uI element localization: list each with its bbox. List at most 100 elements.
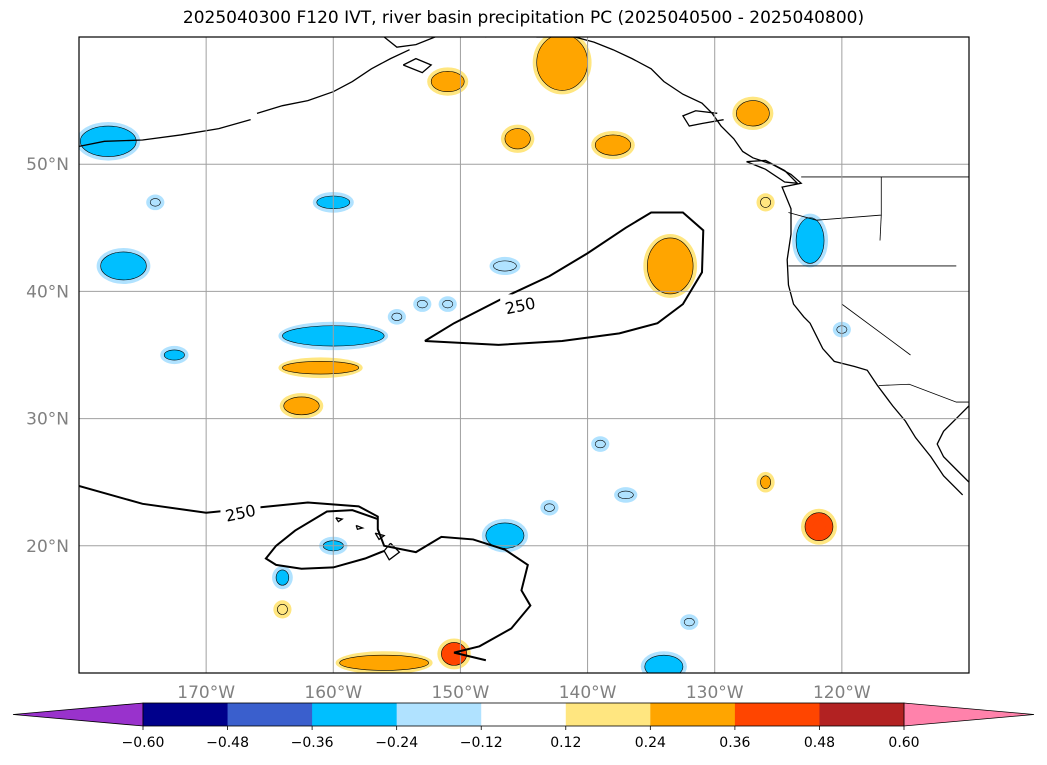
ivt-contour-line-1 xyxy=(79,485,532,662)
precip-patch-core xyxy=(416,300,428,309)
coastline-7 xyxy=(746,159,800,185)
gridline-layer xyxy=(79,37,969,673)
precip-patch-9 xyxy=(272,565,293,590)
colorbar-swatch-4 xyxy=(481,703,567,726)
state-border-1 xyxy=(788,176,882,221)
y-tick-label: 40°N xyxy=(26,282,69,302)
ivt-contour-label-bg xyxy=(500,294,541,315)
precip-patch-core xyxy=(391,312,403,321)
precip-patch-20 xyxy=(732,96,774,131)
colorbar-swatch-8 xyxy=(819,703,905,726)
precip-patch-core xyxy=(683,618,695,627)
colorbar-tick-label: 0.36 xyxy=(719,735,750,751)
precip-patch-core xyxy=(544,503,555,512)
coastline-4 xyxy=(79,119,251,148)
precip-patch-peak xyxy=(812,520,826,534)
colorbar-tick-label: −0.12 xyxy=(460,735,503,751)
x-tick-label: 150°W xyxy=(432,683,490,703)
precip-patch-29 xyxy=(800,508,837,545)
colorbar-tick-label: 0.60 xyxy=(888,735,919,751)
coastline-11 xyxy=(335,517,344,523)
precip-patch-15 xyxy=(427,67,469,96)
colorbar-tick-label: −0.60 xyxy=(122,735,165,751)
x-tick-label: 140°W xyxy=(559,683,617,703)
y-tick-label: 50°N xyxy=(26,155,69,175)
colorbar-tick-label: −0.24 xyxy=(375,735,418,751)
precip-patch-27 xyxy=(614,487,638,503)
precip-patch-2 xyxy=(146,194,165,211)
colorbar-tick-label: −0.48 xyxy=(206,735,249,751)
precip-patch-12 xyxy=(413,296,432,312)
colorbar-outline xyxy=(142,702,905,727)
precip-patch-6 xyxy=(278,357,363,379)
colorbar-swatch-0 xyxy=(143,703,229,726)
precip-patch-core xyxy=(430,71,465,92)
precip-patch-16 xyxy=(500,124,535,153)
coastline-10 xyxy=(355,524,365,531)
state-border-4 xyxy=(879,215,882,241)
precip-patch-21 xyxy=(756,193,775,212)
ivt-contour-label-bg xyxy=(220,501,261,522)
precip-patch-core xyxy=(282,361,360,375)
precip-patch-core xyxy=(485,522,525,549)
x-tick-label-layer: 170°W 160°W 150°W 140°W 130°W 120°W xyxy=(177,683,871,703)
precip-patch-core xyxy=(536,37,588,91)
colorbar: −0.60 −0.48 −0.36 −0.24 −0.12 0.12 0.24 0.36 0.4… xyxy=(12,702,1035,751)
colorbar-tick-label: 0.48 xyxy=(804,735,835,751)
precip-patch-22 xyxy=(792,213,829,268)
precip-patch-core xyxy=(100,251,147,281)
precip-patch-core xyxy=(594,134,632,156)
precip-patch-26 xyxy=(591,436,610,452)
precip-patch-core xyxy=(163,349,185,361)
precip-patch-core xyxy=(275,569,290,586)
x-tick-label: 170°W xyxy=(177,683,235,703)
precip-patch-core xyxy=(760,475,771,489)
ivt-contour-line-0 xyxy=(424,211,705,346)
precip-patch-core xyxy=(504,128,531,150)
map-frame xyxy=(78,36,970,674)
precip-patch-core xyxy=(647,237,694,295)
precip-patch-core xyxy=(617,490,634,500)
precip-patch-core xyxy=(149,198,161,207)
precip-patch-core xyxy=(339,654,429,671)
precip-patch-25 xyxy=(540,499,559,516)
coastline-layer xyxy=(79,37,969,561)
colorbar-swatch-5 xyxy=(565,703,651,726)
precip-patch-core xyxy=(277,604,288,615)
colorbar-tick-label: 0.12 xyxy=(550,735,581,751)
coastline-0 xyxy=(383,37,575,48)
precip-patch-24 xyxy=(481,518,528,553)
colorbar-tick-label: −0.36 xyxy=(291,735,334,751)
precip-patch-10 xyxy=(273,600,292,619)
x-tick-label: 160°W xyxy=(304,683,362,703)
y-tick-label-layer: 20°N 30°N 40°N 50°N xyxy=(26,155,69,557)
precip-patch-core xyxy=(594,439,606,449)
precip-patch-18 xyxy=(591,130,635,160)
precip-patch-13 xyxy=(438,296,457,312)
y-tick-label: 20°N xyxy=(26,537,69,557)
colorbar-swatch-3 xyxy=(396,703,482,726)
coastline-3 xyxy=(256,49,410,114)
precip-patch-11 xyxy=(387,309,406,325)
precip-patch-core xyxy=(442,300,454,309)
x-tick-label: 130°W xyxy=(686,683,744,703)
precip-patch-core xyxy=(644,654,684,673)
precip-patch-core xyxy=(736,100,770,127)
precip-patch-31 xyxy=(640,651,687,673)
precip-patch-7 xyxy=(279,392,324,419)
x-tick-label: 120°W xyxy=(813,683,871,703)
precip-patch-3 xyxy=(160,345,189,365)
colorbar-extend-low xyxy=(12,702,144,727)
coastline-1 xyxy=(574,37,964,496)
y-tick-label: 30°N xyxy=(26,410,69,430)
precip-patch-17 xyxy=(532,37,592,95)
colorbar-extend-high xyxy=(903,702,1035,727)
coastline-6 xyxy=(681,110,724,127)
colorbar-swatch-2 xyxy=(312,703,398,726)
chart-title: 2025040300 F120 IVT, river basin precipi… xyxy=(182,8,865,28)
colorbar-swatch-1 xyxy=(227,703,313,726)
precip-patch-30 xyxy=(680,614,699,630)
precip-patch-core xyxy=(760,196,771,208)
